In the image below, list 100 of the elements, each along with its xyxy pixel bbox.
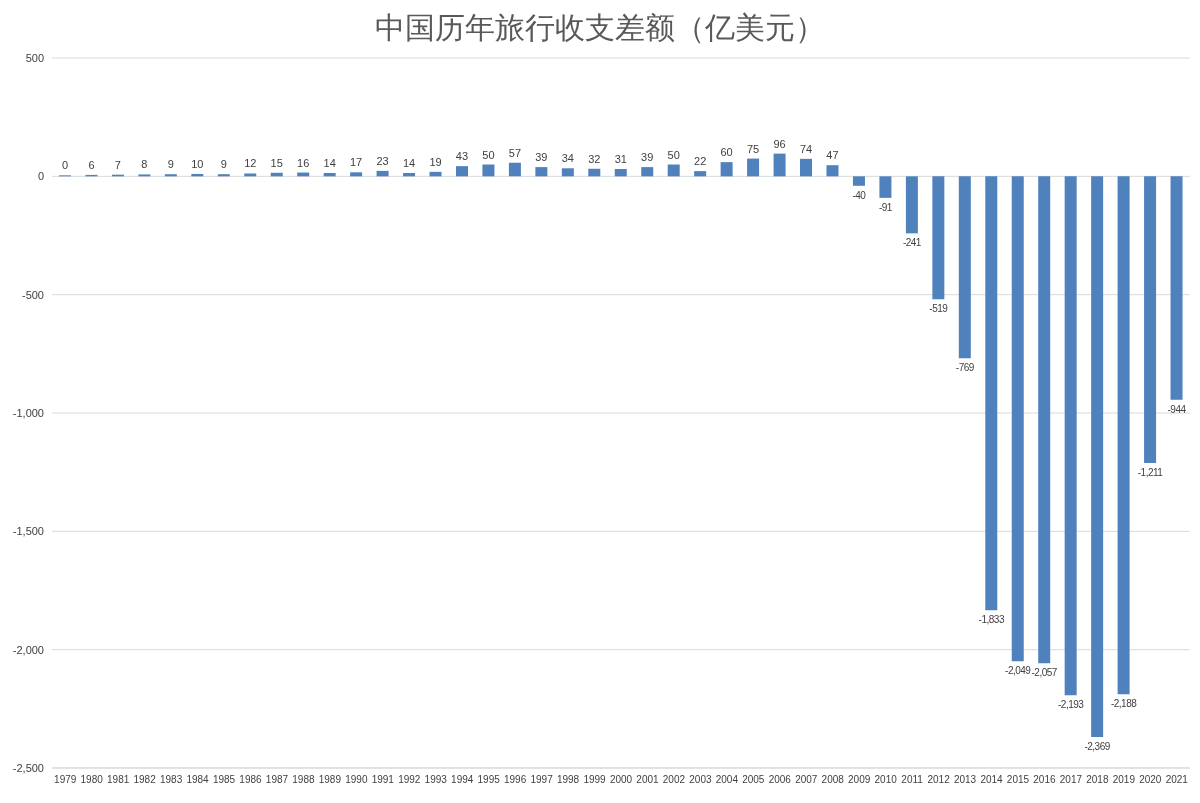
y-tick-label: 0 <box>37 170 44 183</box>
x-tick-label: 1993 <box>424 774 448 786</box>
x-tick-label: 1989 <box>318 774 342 786</box>
data-label: 23 <box>376 154 389 167</box>
data-label: -1,833 <box>978 614 1005 626</box>
data-label: -2,057 <box>1031 667 1058 679</box>
bar <box>1170 176 1183 400</box>
x-tick-label: 1982 <box>133 774 157 786</box>
bar <box>958 176 971 359</box>
data-label: -2,188 <box>1110 698 1138 710</box>
data-label: -241 <box>902 237 922 249</box>
data-label: 9 <box>220 158 227 171</box>
x-tick-label: 1994 <box>451 774 474 786</box>
y-tick-label: -1,000 <box>12 406 44 419</box>
bar <box>1038 176 1051 664</box>
bar <box>1011 176 1024 662</box>
bar <box>800 158 813 177</box>
data-label: -769 <box>955 362 975 374</box>
data-label: 15 <box>270 156 283 169</box>
data-label: 31 <box>614 153 627 165</box>
bar <box>614 169 627 177</box>
x-tick-label: 2019 <box>1112 774 1136 786</box>
data-label: 39 <box>535 151 548 164</box>
x-tick-label: 2018 <box>1086 774 1109 786</box>
x-tick-label: 1981 <box>107 774 130 786</box>
bar <box>773 153 786 177</box>
data-label: 34 <box>561 152 574 165</box>
x-tick-label: 2007 <box>795 774 818 786</box>
data-label: 74 <box>799 142 813 155</box>
data-label: 7 <box>114 158 121 171</box>
data-label: 9 <box>167 158 174 171</box>
bar <box>376 170 389 177</box>
x-tick-label: 1997 <box>530 774 554 786</box>
x-tick-label: 1999 <box>583 774 607 786</box>
x-tick-label: 2010 <box>874 774 898 786</box>
data-label: 43 <box>455 150 469 163</box>
data-label: 16 <box>297 156 310 169</box>
bar <box>323 173 336 177</box>
data-label: -1,211 <box>1137 466 1164 478</box>
data-label: -2,369 <box>1084 741 1111 752</box>
bar <box>217 174 230 177</box>
x-tick-label: 2004 <box>715 774 739 786</box>
y-tick-label: -500 <box>21 288 44 301</box>
x-tick-label: 2000 <box>609 774 633 786</box>
x-tick-label: 2016 <box>1033 774 1056 786</box>
y-tick-label: -2,500 <box>12 761 44 774</box>
data-label: 8 <box>141 158 148 171</box>
x-tick-label: 2006 <box>768 774 792 786</box>
data-label: 6 <box>88 158 95 171</box>
x-tick-label: 2008 <box>821 774 845 786</box>
data-label: -91 <box>878 201 893 213</box>
x-tick-label: 2001 <box>636 774 660 786</box>
data-label: 0 <box>61 159 69 172</box>
bar <box>879 176 892 198</box>
bar <box>482 164 495 177</box>
bar <box>905 176 918 234</box>
x-tick-label: 2015 <box>1006 774 1030 786</box>
x-tick-label: 1979 <box>54 774 77 786</box>
x-tick-label: 2014 <box>980 774 1004 786</box>
bar <box>1064 176 1077 696</box>
bar <box>455 166 468 177</box>
data-label: 39 <box>641 151 654 164</box>
x-tick-label: 2005 <box>742 774 765 786</box>
data-label: -944 <box>1167 403 1187 415</box>
data-label: 10 <box>191 157 204 170</box>
bar <box>667 164 680 177</box>
bar <box>561 168 574 177</box>
x-tick-label: 1983 <box>159 774 183 786</box>
data-label: 75 <box>746 142 760 155</box>
data-label: 47 <box>826 149 839 162</box>
x-tick-label: 2012 <box>927 774 951 786</box>
bar <box>508 162 521 177</box>
y-tick-label: -1,500 <box>12 525 44 538</box>
x-tick-label: 1992 <box>398 774 421 786</box>
data-label: 14 <box>323 157 336 170</box>
data-label: 22 <box>694 155 707 168</box>
data-label: 17 <box>349 156 363 169</box>
data-label: 50 <box>667 148 680 161</box>
data-label: -2,193 <box>1057 699 1085 711</box>
x-tick-label: 2002 <box>662 774 686 786</box>
bar <box>694 171 707 177</box>
data-label: 57 <box>508 146 522 159</box>
bar <box>852 176 865 186</box>
chart-title: 中国历年旅行收支差额（亿美元） <box>374 9 826 47</box>
bar <box>720 162 733 177</box>
x-tick-label: 1996 <box>504 774 527 786</box>
bar <box>403 173 416 177</box>
bar <box>932 176 945 300</box>
bar <box>747 158 760 177</box>
x-tick-label: 1985 <box>212 774 236 786</box>
bar <box>535 167 548 177</box>
x-tick-label: 1980 <box>80 774 104 786</box>
x-tick-label: 1988 <box>292 774 315 786</box>
x-tick-label: 2013 <box>953 774 977 786</box>
x-tick-label: 1987 <box>265 774 289 786</box>
bar <box>826 165 839 177</box>
data-label: 19 <box>429 155 442 168</box>
x-tick-label: 1986 <box>239 774 263 786</box>
y-tick-label: 500 <box>25 51 44 64</box>
y-tick-label: -2,000 <box>12 643 44 656</box>
